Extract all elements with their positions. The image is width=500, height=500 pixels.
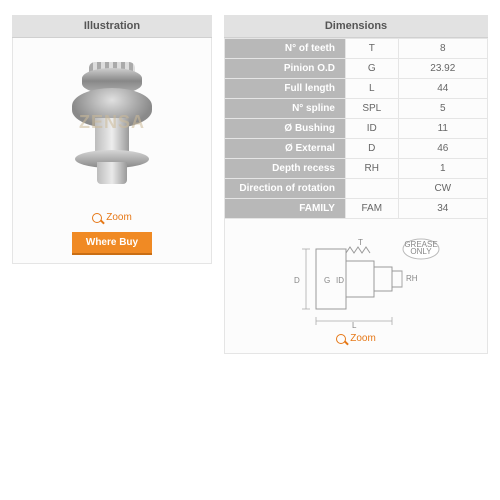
diagram-label-RH: RH bbox=[406, 274, 418, 283]
svg-text:ONLY: ONLY bbox=[410, 247, 432, 256]
dim-symbol: T bbox=[345, 39, 398, 59]
diagram-label-ID: ID bbox=[336, 276, 344, 285]
dim-value: 11 bbox=[398, 119, 487, 139]
diagram-label-D: D bbox=[294, 276, 300, 285]
dim-label: N° of teeth bbox=[225, 39, 346, 59]
dim-value: 44 bbox=[398, 79, 487, 99]
illustration-header: Illustration bbox=[12, 15, 212, 38]
watermark: ZENSA bbox=[79, 112, 145, 133]
zoom-link-illustration[interactable]: Zoom bbox=[92, 212, 132, 223]
diagram-label-T: T bbox=[358, 238, 363, 247]
table-row: Ø ExternalD46 bbox=[225, 139, 488, 159]
dim-value: 8 bbox=[398, 39, 487, 59]
diagram-label-L: L bbox=[352, 321, 357, 329]
zoom-icon bbox=[92, 213, 102, 223]
dim-value: 5 bbox=[398, 99, 487, 119]
dim-symbol: FAM bbox=[345, 199, 398, 219]
grease-badge: GREASE ONLY bbox=[403, 239, 439, 259]
zoom-label: Zoom bbox=[350, 333, 376, 344]
dim-label: FAMILY bbox=[225, 199, 346, 219]
dim-value: 34 bbox=[398, 199, 487, 219]
zoom-label: Zoom bbox=[106, 212, 132, 223]
dim-label: Direction of rotation bbox=[225, 179, 346, 199]
dim-symbol: SPL bbox=[345, 99, 398, 119]
table-row: N° of teethT8 bbox=[225, 39, 488, 59]
where-buy-button[interactable]: Where Buy bbox=[72, 232, 152, 255]
zoom-icon bbox=[336, 334, 346, 344]
dim-symbol: ID bbox=[345, 119, 398, 139]
table-row: N° splineSPL5 bbox=[225, 99, 488, 119]
diagram-label-G: G bbox=[324, 276, 330, 285]
illustration-panel: ZENSA Zoom Where Buy bbox=[12, 38, 212, 264]
dim-symbol: D bbox=[345, 139, 398, 159]
table-row: Pinion O.DG23.92 bbox=[225, 59, 488, 79]
table-row: Depth recessRH1 bbox=[225, 159, 488, 179]
dimensions-header: Dimensions bbox=[224, 15, 488, 38]
dim-symbol bbox=[345, 179, 398, 199]
dim-symbol: RH bbox=[345, 159, 398, 179]
dim-value: 46 bbox=[398, 139, 487, 159]
zoom-link-diagram[interactable]: Zoom bbox=[336, 333, 376, 344]
dim-label: Full length bbox=[225, 79, 346, 99]
dim-label: Ø Bushing bbox=[225, 119, 346, 139]
dim-value: CW bbox=[398, 179, 487, 199]
product-image: ZENSA bbox=[32, 48, 192, 208]
dim-value: 1 bbox=[398, 159, 487, 179]
diagram-panel: D G ID T L RH GREASE ONLY Zoom bbox=[224, 219, 488, 354]
dim-symbol: L bbox=[345, 79, 398, 99]
dim-label: N° spline bbox=[225, 99, 346, 119]
table-row: Direction of rotation CW bbox=[225, 179, 488, 199]
dimension-diagram: D G ID T L RH GREASE ONLY bbox=[266, 229, 446, 329]
table-row: FAMILYFAM34 bbox=[225, 199, 488, 219]
dim-symbol: G bbox=[345, 59, 398, 79]
table-row: Full lengthL44 bbox=[225, 79, 488, 99]
dim-label: Depth recess bbox=[225, 159, 346, 179]
dim-label: Ø External bbox=[225, 139, 346, 159]
dim-label: Pinion O.D bbox=[225, 59, 346, 79]
dim-value: 23.92 bbox=[398, 59, 487, 79]
dimensions-table: N° of teethT8Pinion O.DG23.92Full length… bbox=[224, 38, 488, 219]
table-row: Ø BushingID11 bbox=[225, 119, 488, 139]
